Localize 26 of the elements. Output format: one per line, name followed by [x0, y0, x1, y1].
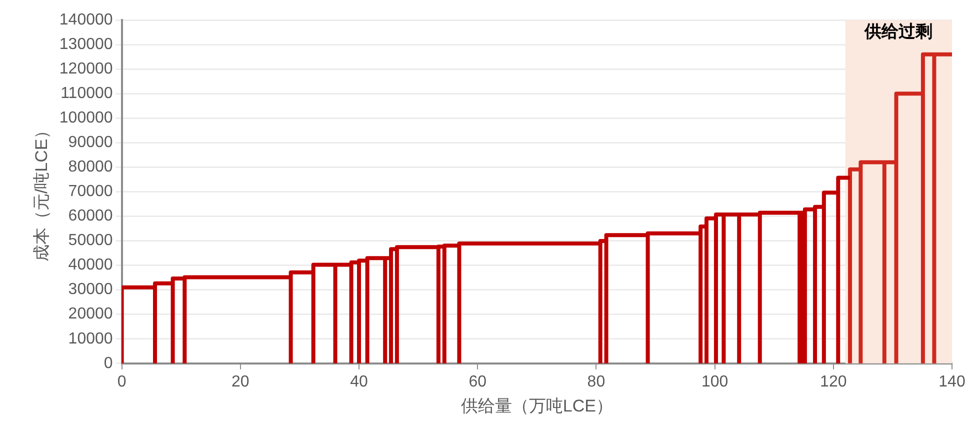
y-tick-label: 60000 — [68, 208, 113, 225]
y-tick-label: 30000 — [68, 281, 113, 298]
x-tick-label: 40 — [350, 373, 368, 390]
x-tick-label: 120 — [820, 373, 847, 390]
y-axis-title: 成本（元/吨LCE） — [32, 122, 51, 262]
x-tick-label: 0 — [117, 373, 126, 390]
y-tick-label: 20000 — [68, 306, 113, 323]
y-tick-label: 0 — [104, 354, 113, 372]
y-tick-label: 130000 — [59, 36, 113, 53]
y-tick-label: 40000 — [68, 256, 113, 274]
y-tick-label: 140000 — [59, 11, 113, 28]
x-tick-label: 80 — [587, 373, 606, 390]
x-tick-label: 60 — [468, 373, 487, 390]
x-tick-label: 20 — [231, 373, 250, 390]
y-tick-label: 110000 — [60, 84, 113, 102]
x-tick-label: 140 — [938, 373, 966, 390]
y-tick-label: 100000 — [59, 110, 113, 127]
x-axis-title: 供给量（万吨LCE） — [460, 396, 613, 416]
y-tick-label: 90000 — [68, 134, 113, 152]
x-tick-label: 100 — [701, 373, 728, 390]
y-tick-label: 80000 — [68, 158, 113, 176]
y-tick-label: 70000 — [68, 183, 113, 200]
band-label: 供给过剩 — [864, 22, 933, 42]
y-tick-label: 120000 — [59, 60, 113, 78]
y-tick-label: 50000 — [68, 232, 113, 250]
y-tick-label: 10000 — [68, 330, 113, 348]
